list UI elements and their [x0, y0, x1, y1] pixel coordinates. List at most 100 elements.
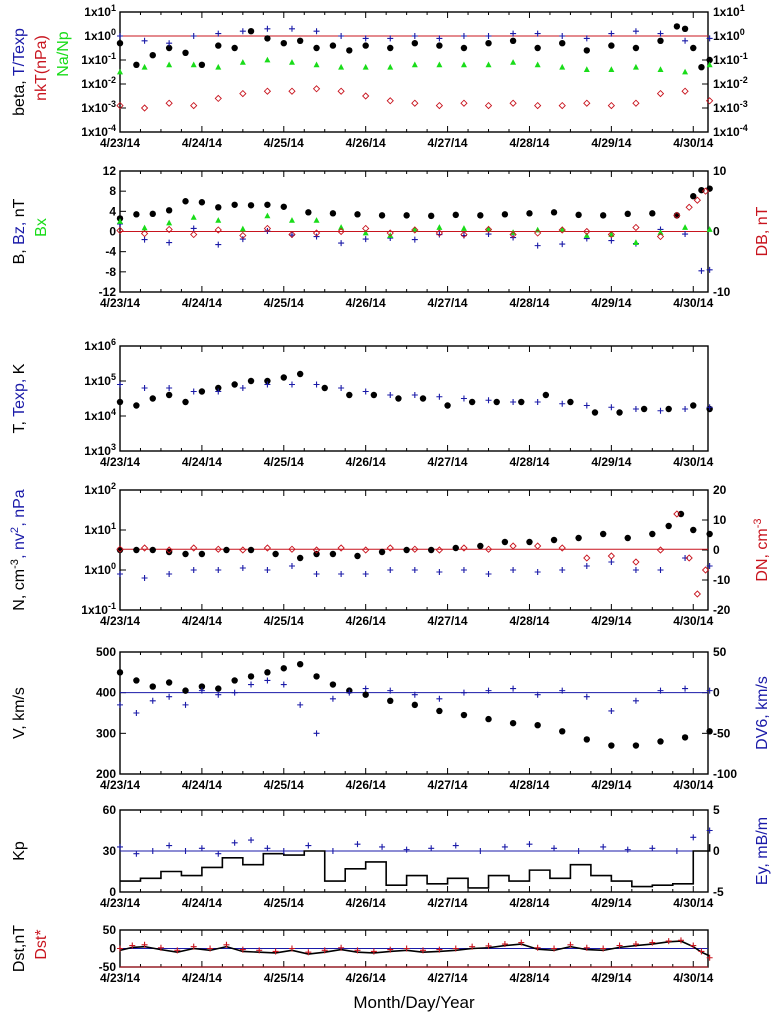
data-point — [117, 381, 123, 388]
y-tick-label-left: 30 — [103, 844, 117, 858]
series-2 — [117, 827, 713, 857]
data-point — [337, 544, 345, 552]
data-point — [231, 689, 238, 696]
data-point — [288, 25, 295, 32]
panel-frame — [119, 489, 709, 611]
data-point — [149, 52, 156, 59]
data-point — [559, 226, 566, 232]
data-point — [117, 945, 123, 952]
data-point — [583, 944, 590, 951]
data-point — [444, 402, 451, 409]
data-point — [698, 267, 705, 274]
data-point — [198, 199, 206, 206]
data-point — [215, 241, 222, 248]
data-point — [403, 212, 410, 219]
data-point — [190, 943, 197, 950]
data-point — [599, 212, 607, 219]
series-2 — [117, 937, 713, 961]
data-point — [624, 534, 631, 542]
y-tick-label-left: 1x101 — [84, 521, 116, 537]
x-tick-label: 4/29/14 — [591, 136, 631, 150]
x-tick-label: 4/27/14 — [428, 614, 468, 628]
data-point — [706, 404, 713, 411]
data-point — [280, 374, 287, 381]
data-point — [608, 742, 615, 749]
data-point — [166, 40, 173, 47]
data-point — [288, 87, 296, 95]
data-point — [682, 68, 689, 75]
data-point — [706, 226, 713, 232]
data-point — [329, 210, 337, 217]
data-point — [116, 669, 124, 676]
data-point — [632, 567, 639, 573]
data-point — [534, 30, 541, 37]
data-point — [436, 946, 443, 953]
data-point — [264, 567, 271, 573]
x-tick-label: 4/24/14 — [182, 136, 222, 150]
x-tick-label: 4/29/14 — [591, 778, 631, 792]
data-point — [338, 385, 345, 391]
data-point — [190, 388, 197, 395]
data-point — [215, 691, 222, 698]
data-point — [166, 842, 173, 849]
data-point — [140, 104, 149, 112]
x-tick-label: 4/25/14 — [264, 614, 304, 628]
data-point — [280, 665, 287, 672]
data-point — [436, 224, 443, 230]
data-point — [673, 510, 681, 518]
data-point — [166, 571, 173, 577]
data-point — [223, 546, 230, 554]
data-point — [681, 734, 689, 741]
y-axis-label-right: DB, nT — [754, 206, 771, 256]
y-tick-label-left: 1x10-1 — [81, 51, 116, 67]
data-point — [182, 848, 189, 854]
x-tick-label: 4/25/14 — [264, 296, 304, 310]
data-point — [362, 571, 369, 577]
series-1 — [116, 370, 713, 416]
data-point — [264, 25, 271, 32]
data-point — [607, 101, 616, 110]
data-point — [198, 61, 206, 68]
data-point — [665, 938, 672, 945]
data-point — [362, 229, 369, 236]
data-point — [682, 224, 689, 230]
data-point — [460, 33, 467, 39]
data-point — [338, 33, 345, 39]
data-point — [338, 63, 345, 70]
data-point — [526, 210, 533, 217]
y-axis-label-left-3: Na/Np — [55, 31, 72, 76]
panels: 4/23/14 4/24/14 4/25/14 4/26/14 4/27/14 4/28/… — [9, 3, 771, 985]
data-point — [280, 681, 287, 688]
data-point — [141, 37, 148, 44]
data-point — [215, 384, 222, 392]
x-tick-label: 4/24/14 — [182, 778, 222, 792]
x-tick-label: 4/30/14 — [673, 136, 713, 150]
data-point — [632, 223, 640, 232]
data-point — [166, 385, 173, 391]
data-point — [313, 550, 320, 558]
data-point — [673, 211, 681, 220]
data-point — [165, 391, 173, 399]
data-point — [534, 722, 541, 729]
data-point — [690, 526, 697, 534]
data-point — [387, 392, 394, 398]
data-point — [558, 101, 566, 110]
x-tick-label: 4/27/14 — [428, 778, 468, 792]
data-point — [485, 61, 492, 68]
data-point — [321, 947, 328, 954]
data-point — [411, 33, 418, 39]
data-point — [567, 941, 574, 948]
data-point — [485, 40, 492, 47]
data-point — [616, 942, 623, 949]
data-point — [117, 218, 123, 224]
data-point — [239, 385, 246, 391]
data-point — [460, 99, 468, 107]
data-point — [133, 710, 140, 716]
data-point — [509, 230, 517, 239]
data-point — [534, 101, 542, 110]
data-point — [362, 691, 369, 698]
data-point — [297, 701, 304, 708]
data-point — [354, 211, 361, 218]
data-point — [616, 409, 623, 416]
data-point — [165, 44, 173, 52]
